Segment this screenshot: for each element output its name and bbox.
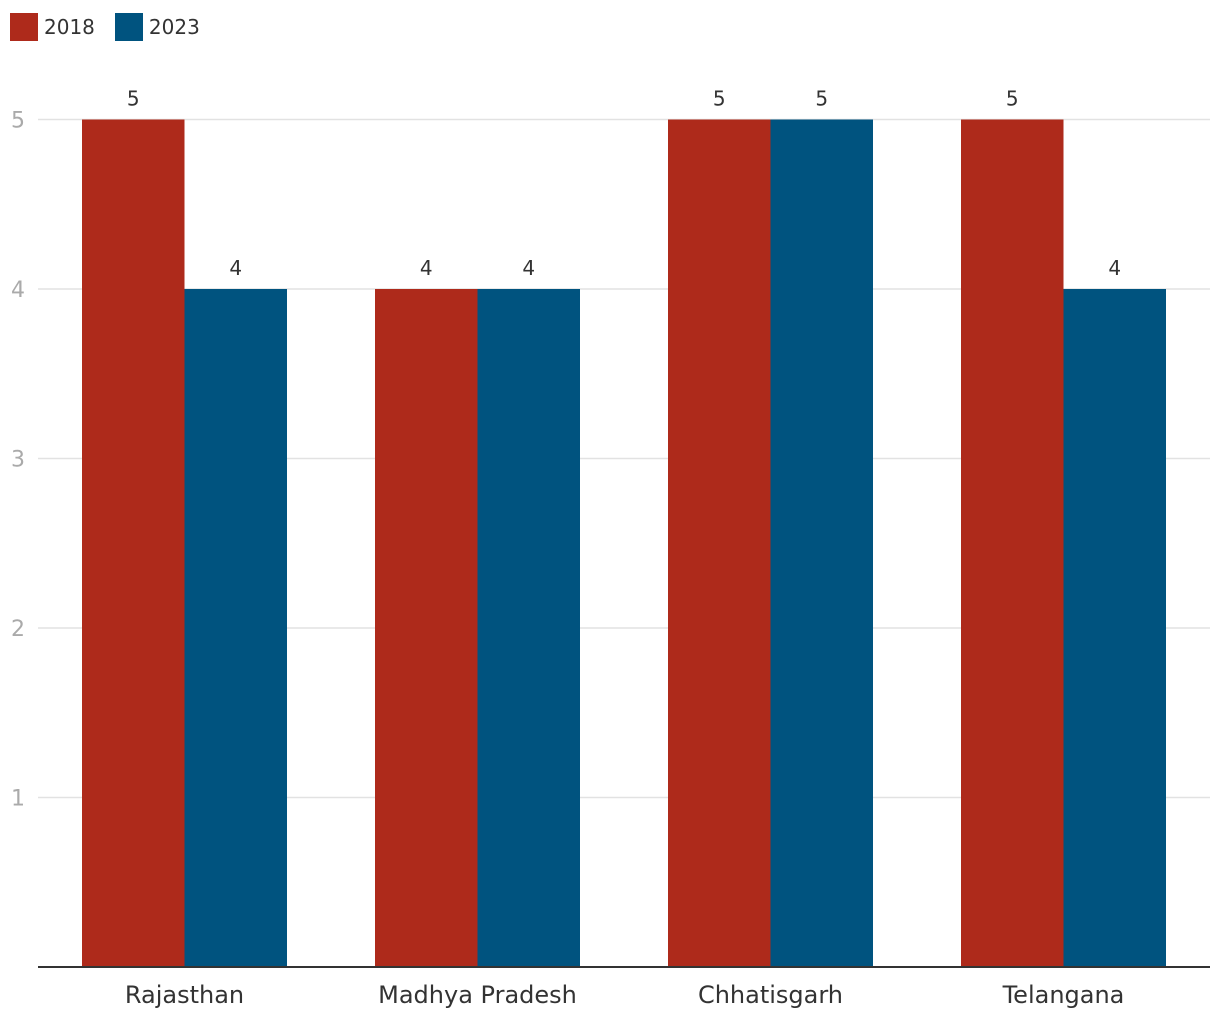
bar-2018-0 xyxy=(82,119,185,967)
data-label-2023-2: 5 xyxy=(815,87,828,111)
legend-item-2018: 2018 xyxy=(10,13,95,41)
bar-2023-3 xyxy=(1063,289,1166,967)
x-category-label-2: Chhatisgarh xyxy=(698,981,843,1009)
bar-2018-2 xyxy=(668,119,771,967)
bar-2018-1 xyxy=(375,289,478,967)
data-label-2023-3: 4 xyxy=(1108,256,1121,280)
data-label-2018-2: 5 xyxy=(713,87,726,111)
bar-2023-0 xyxy=(184,289,287,967)
legend-swatch-2018 xyxy=(10,13,38,41)
legend-swatch-2023 xyxy=(114,13,143,41)
chart-legend: 2018 2023 xyxy=(10,12,220,42)
legend-label-2018: 2018 xyxy=(44,15,95,39)
x-category-label-3: Telangana xyxy=(1002,981,1125,1009)
y-tick-label-5: 5 xyxy=(11,109,25,134)
legend-label-2023: 2023 xyxy=(148,15,200,39)
y-tick-label-4: 4 xyxy=(11,278,25,303)
bar-2023-1 xyxy=(477,289,580,967)
y-tick-label-1: 1 xyxy=(11,787,25,812)
data-label-2018-0: 5 xyxy=(127,87,140,111)
data-label-2018-3: 5 xyxy=(1006,87,1019,111)
y-tick-label-3: 3 xyxy=(11,448,25,473)
data-label-2018-1: 4 xyxy=(420,256,433,280)
bar-2018-3 xyxy=(961,119,1064,967)
y-tick-label-2: 2 xyxy=(11,617,25,642)
data-label-2023-1: 4 xyxy=(522,256,535,280)
bar-2023-2 xyxy=(770,119,873,967)
x-category-label-0: Rajasthan xyxy=(125,981,244,1009)
x-category-label-1: Madhya Pradesh xyxy=(378,981,577,1009)
data-label-2023-0: 4 xyxy=(229,256,242,280)
legend-item-2023: 2023 xyxy=(114,13,200,41)
